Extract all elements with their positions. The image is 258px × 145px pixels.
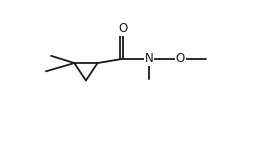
Text: O: O xyxy=(119,22,128,36)
Text: N: N xyxy=(145,52,154,65)
Text: O: O xyxy=(175,52,185,65)
